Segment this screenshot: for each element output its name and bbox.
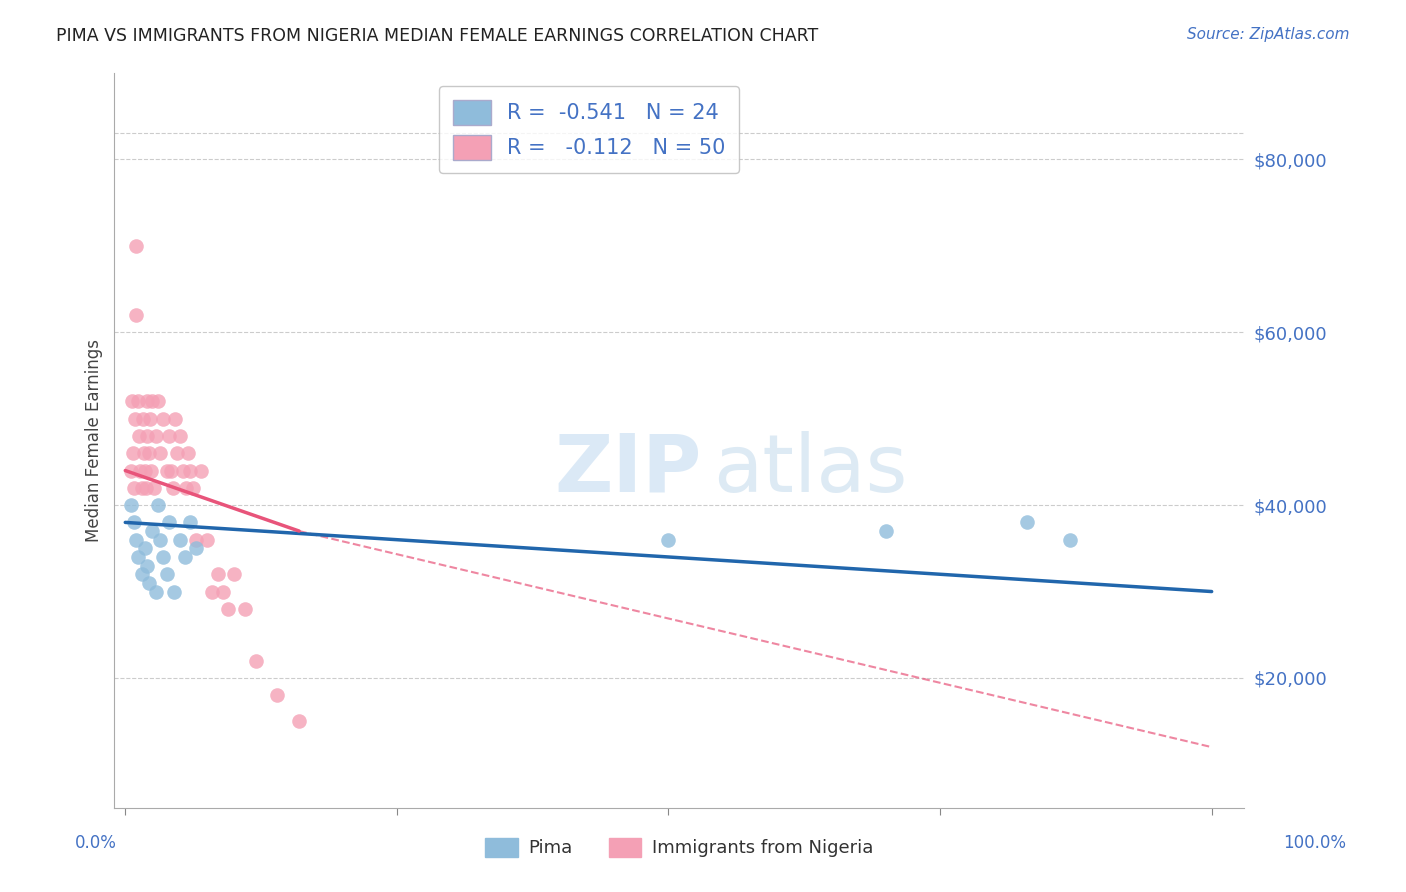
Text: atlas: atlas [713,431,908,508]
Point [212,584,235,599]
Point [125,533,148,547]
Point [195,533,218,547]
Point [184,541,207,556]
Point [657,533,679,547]
Point [141,524,163,538]
Point [149,446,172,460]
Point [127,549,149,564]
Point [875,524,897,538]
Point [169,429,191,443]
Point [160,464,183,478]
Point [146,394,169,409]
Point [125,239,148,253]
Point [162,481,184,495]
Point [245,654,267,668]
Text: PIMA VS IMMIGRANTS FROM NIGERIA MEDIAN FEMALE EARNINGS CORRELATION CHART: PIMA VS IMMIGRANTS FROM NIGERIA MEDIAN F… [56,27,818,45]
Point [132,446,155,460]
Point [127,394,149,409]
Point [121,394,143,409]
Point [122,481,145,495]
Point [218,602,240,616]
Point [129,464,152,478]
Point [184,533,207,547]
Point [122,516,145,530]
Point [136,394,159,409]
Point [125,308,148,322]
Point [134,464,156,478]
Point [146,498,169,512]
Point [166,446,188,460]
Point [141,394,163,409]
Point [179,464,201,478]
Point [124,411,146,425]
Point [131,411,153,425]
Point [222,567,245,582]
Point [120,464,142,478]
Point [179,516,201,530]
Point [207,567,229,582]
Point [190,464,212,478]
Point [1015,516,1038,530]
Point [135,481,157,495]
Point [152,411,174,425]
Point [142,481,165,495]
Point [157,429,180,443]
Point [174,481,197,495]
Point [145,429,167,443]
Text: ZIP: ZIP [555,431,702,508]
Point [288,714,311,729]
Point [128,429,150,443]
Point [145,584,167,599]
Point [163,584,186,599]
Point [155,567,177,582]
Point [169,533,191,547]
Y-axis label: Median Female Earnings: Median Female Earnings [86,339,103,541]
Text: 0.0%: 0.0% [75,834,117,852]
Point [174,549,197,564]
Point [134,541,156,556]
Point [181,481,204,495]
Point [155,464,177,478]
Point [1059,533,1081,547]
Point [266,688,288,702]
Point [165,411,187,425]
Point [139,411,162,425]
Point [138,575,160,590]
Text: 100.0%: 100.0% [1284,834,1346,852]
Point [152,549,174,564]
Point [136,429,159,443]
Point [120,498,142,512]
Point [172,464,194,478]
Point [131,481,153,495]
Point [177,446,200,460]
Text: Source: ZipAtlas.com: Source: ZipAtlas.com [1187,27,1350,42]
Point [131,567,153,582]
Point [149,533,172,547]
Point [141,464,163,478]
Legend: R =  -0.541   N = 24, R =   -0.112   N = 50: R = -0.541 N = 24, R = -0.112 N = 50 [439,87,740,173]
Point [233,602,256,616]
Point [138,446,160,460]
Point [122,446,145,460]
Point [201,584,224,599]
Point [136,558,159,573]
Point [157,516,180,530]
